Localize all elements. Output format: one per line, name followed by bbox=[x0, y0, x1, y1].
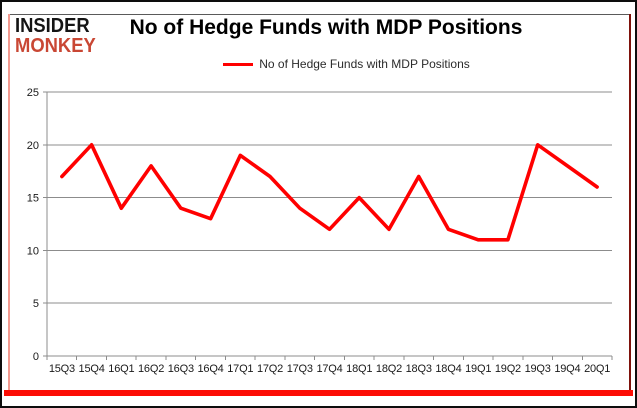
x-axis-label: 16Q2 bbox=[138, 363, 164, 375]
x-axis-label: 20Q1 bbox=[584, 363, 610, 375]
x-axis-label: 19Q3 bbox=[525, 363, 551, 375]
card-right-border bbox=[629, 14, 631, 390]
legend-label: No of Hedge Funds with MDP Positions bbox=[259, 57, 470, 71]
chart-legend: No of Hedge Funds with MDP Positions bbox=[30, 57, 635, 71]
x-axis-label: 17Q1 bbox=[227, 363, 253, 375]
y-axis-label: 20 bbox=[27, 140, 39, 152]
x-axis-label: 15Q4 bbox=[79, 363, 105, 375]
legend-line-swatch bbox=[223, 62, 254, 66]
y-axis-label: 15 bbox=[27, 193, 39, 205]
card-bottom-border bbox=[4, 390, 633, 396]
x-axis-label: 16Q3 bbox=[168, 363, 194, 375]
x-axis-label: 15Q3 bbox=[49, 363, 75, 375]
card-top-border bbox=[8, 14, 631, 15]
x-axis-label: 17Q4 bbox=[316, 363, 342, 375]
line-chart: 0 5 10 15 20 25 15Q3 15Q4 16Q1 16Q2 16Q3 16Q4 17Q1 17… bbox=[27, 87, 613, 375]
logo-monkey-text: MONKEY bbox=[15, 35, 96, 57]
x-axis-label: 19Q1 bbox=[465, 363, 491, 375]
x-axis-label: 18Q2 bbox=[376, 363, 402, 375]
y-axis-label: 5 bbox=[33, 298, 39, 310]
x-axis-label: 18Q4 bbox=[435, 363, 461, 375]
x-axis-label: 17Q2 bbox=[257, 363, 283, 375]
insider-monkey-logo: INSIDER MONKEY bbox=[15, 16, 96, 56]
x-axis-label: 16Q4 bbox=[197, 363, 223, 375]
x-axis-label: 18Q3 bbox=[406, 363, 432, 375]
y-axis-label: 10 bbox=[27, 245, 39, 257]
x-axis-label: 18Q1 bbox=[346, 363, 372, 375]
y-axis-label: 0 bbox=[33, 351, 39, 363]
y-axis-label: 25 bbox=[27, 87, 39, 99]
data-series-line bbox=[60, 143, 599, 242]
card-left-border bbox=[8, 14, 10, 390]
chart-title: No of Hedge Funds with MDP Positions bbox=[129, 16, 523, 39]
x-axis-label: 17Q3 bbox=[287, 363, 313, 375]
x-axis-label: 16Q1 bbox=[108, 363, 134, 375]
x-axis-label: 19Q4 bbox=[554, 363, 580, 375]
x-axis-label: 19Q2 bbox=[495, 363, 521, 375]
logo-insider-text: INSIDER bbox=[15, 15, 90, 37]
